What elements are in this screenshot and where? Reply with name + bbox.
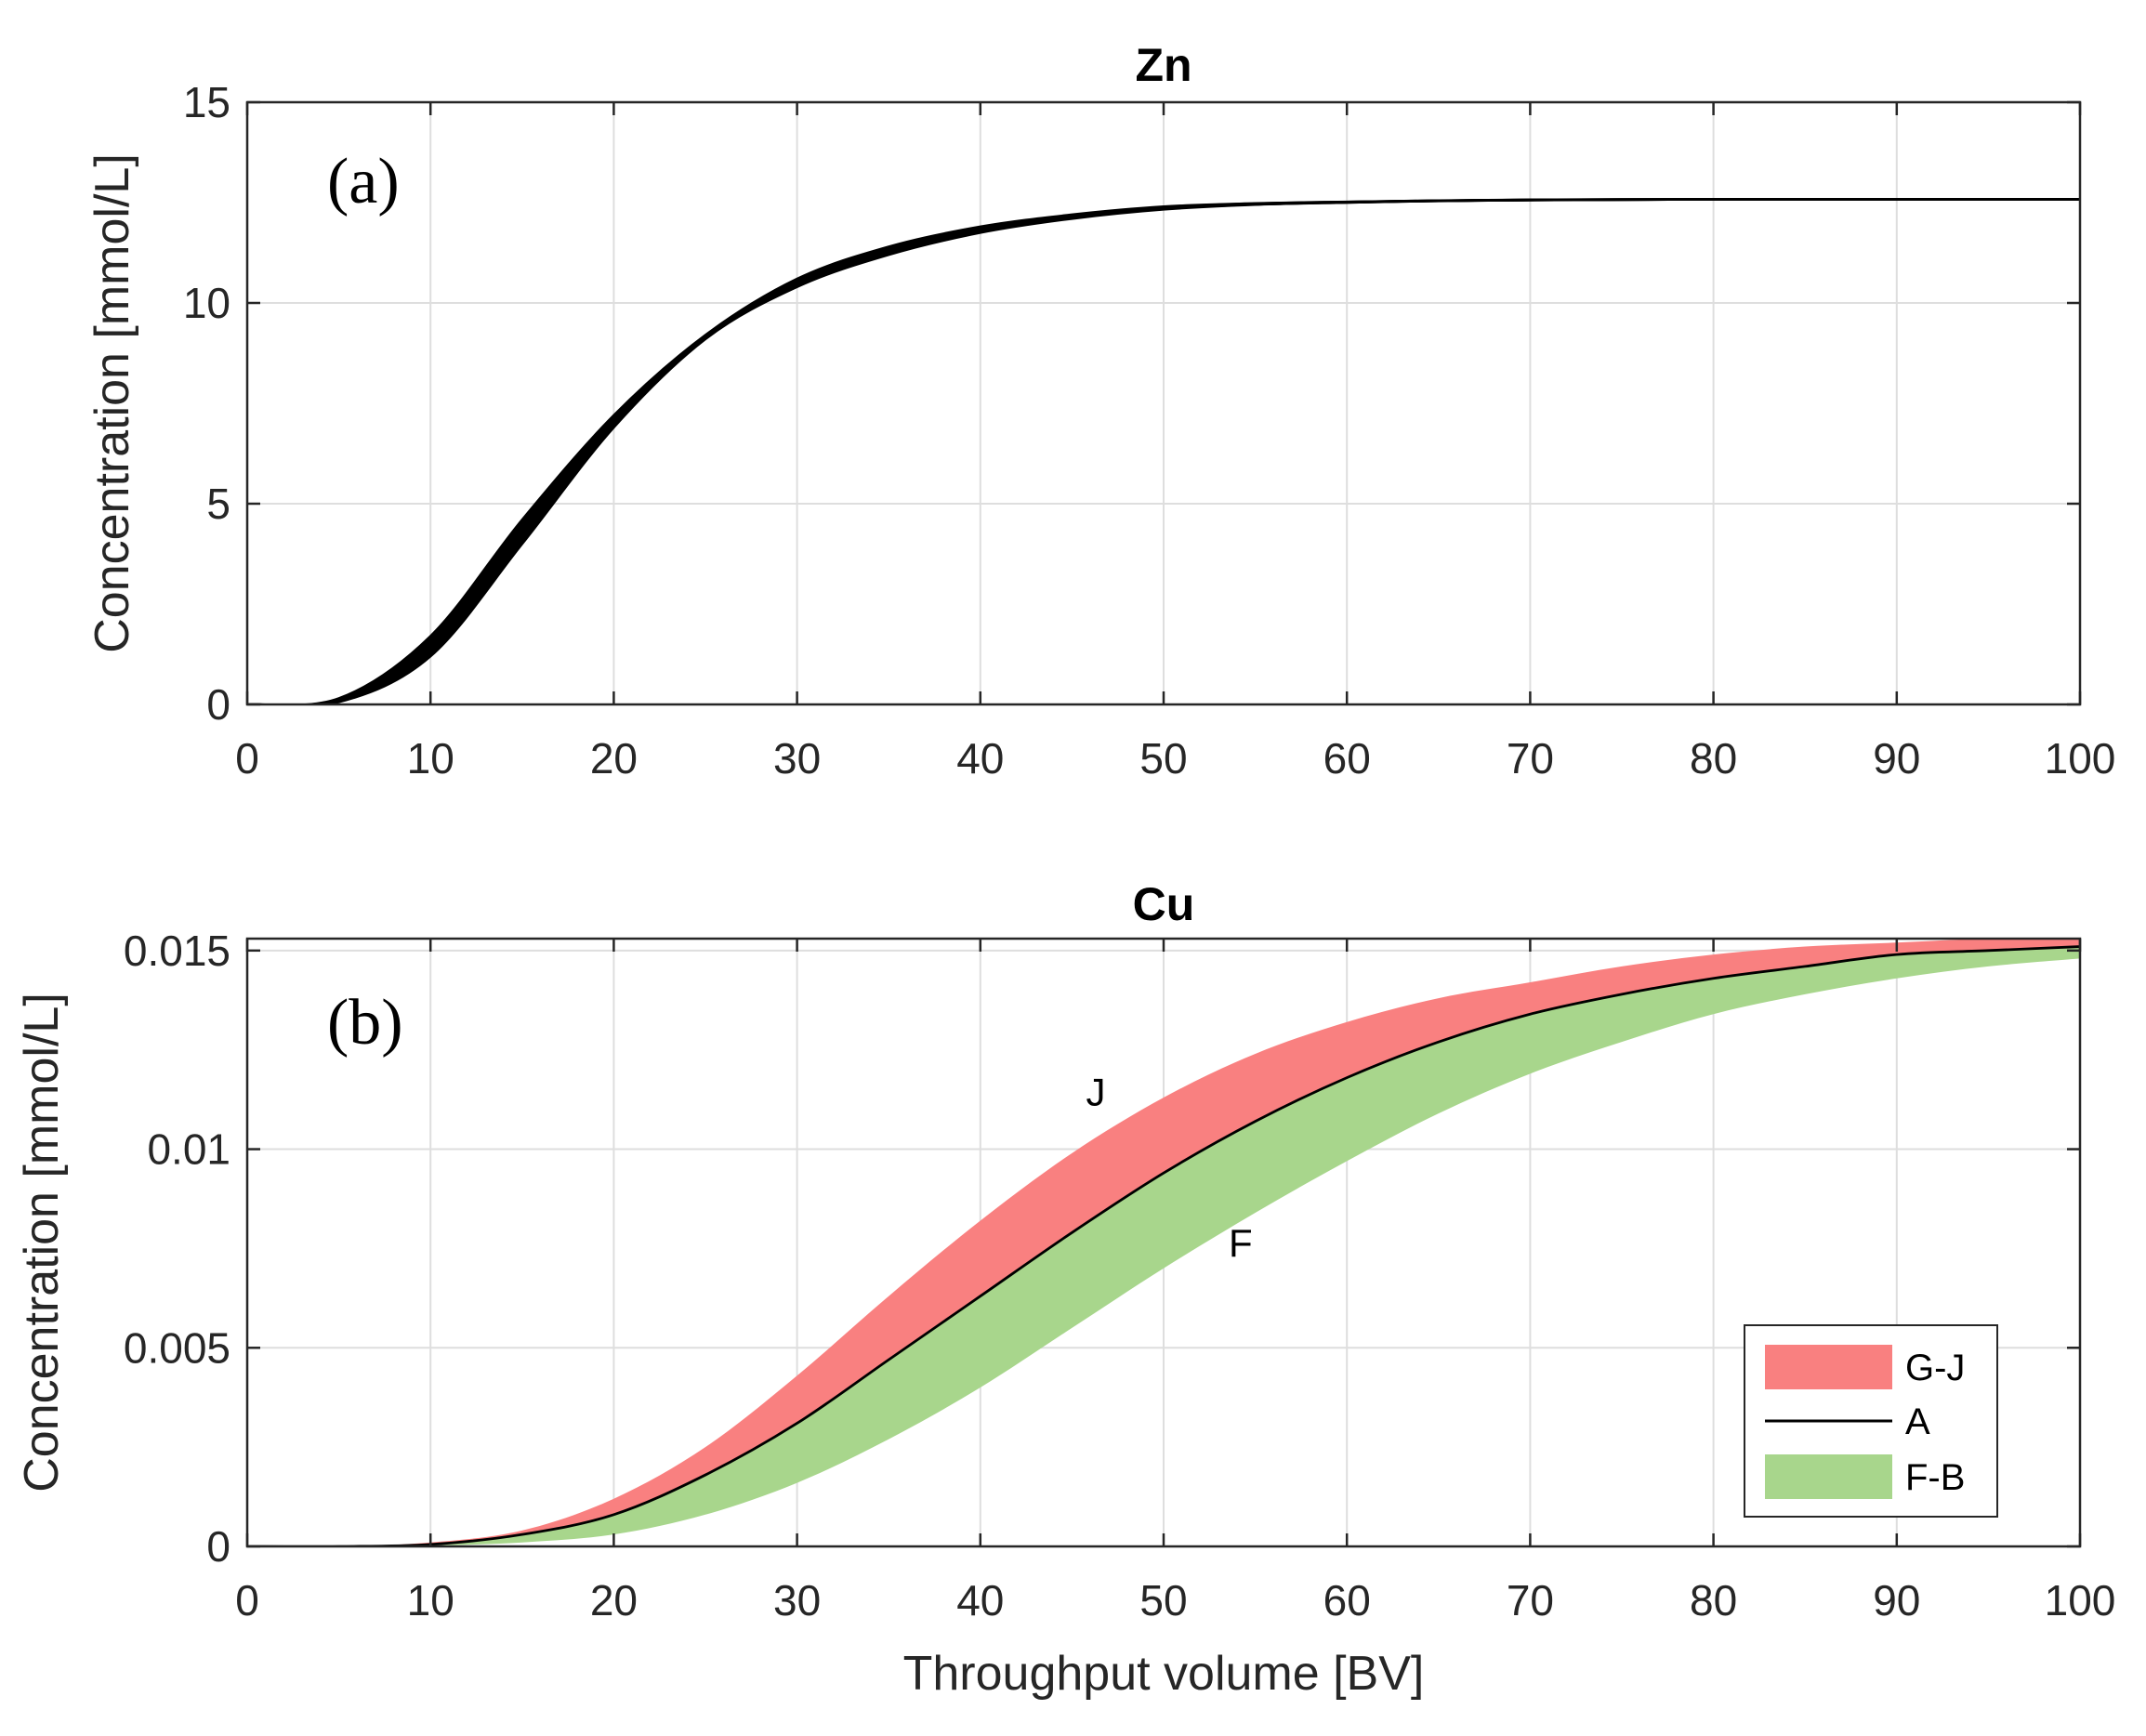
x-tick-label: 80 xyxy=(1690,1576,1737,1624)
y-tick-label: 5 xyxy=(206,480,230,528)
x-tick-label: 20 xyxy=(590,734,638,783)
line-a xyxy=(247,945,2080,1546)
x-tick-label: 90 xyxy=(1873,1576,1920,1624)
x-tick-label: 40 xyxy=(956,734,1004,783)
y-tick-label: 0.01 xyxy=(147,1125,230,1174)
x-tick-label: 90 xyxy=(1873,734,1920,783)
y-tick-label: 15 xyxy=(183,78,230,126)
x-tick-label: 70 xyxy=(1507,1576,1554,1624)
x-tick-label: 30 xyxy=(773,734,821,783)
panel-a-zn-chart: 0 10 20 30 40 50 60 70 80 90 100 0 5 10 15 Zn (a) Concent… xyxy=(86,39,2115,783)
ticks: 0 10 20 30 40 50 60 70 80 90 100 0 0.005 0.01 0.015 xyxy=(124,927,2116,1624)
legend-swatch-g-j xyxy=(1765,1345,1892,1389)
band-f-b xyxy=(247,946,2080,1546)
x-tick-label: 0 xyxy=(235,734,259,783)
x-tick-label: 60 xyxy=(1323,734,1371,783)
x-tick-label: 20 xyxy=(590,1576,638,1624)
panel-b-cu-chart: J F G-J A F-B 0 10 20 30 40 50 60 70 80 90 100 0 0.005 0.0… xyxy=(15,878,2115,1701)
x-tick-label: 30 xyxy=(773,1576,821,1624)
y-tick-label: 10 xyxy=(183,279,230,327)
annotation-j: J xyxy=(1086,1071,1106,1114)
y-tick-label: 0.015 xyxy=(124,927,230,975)
legend-label-f-b: F-B xyxy=(1905,1457,1965,1498)
legend-label-a: A xyxy=(1905,1401,1930,1442)
y-axis-label: Concentration [mmol/L] xyxy=(86,153,139,653)
x-tick-label: 60 xyxy=(1323,1576,1371,1624)
chart-title: Cu xyxy=(1133,878,1195,930)
y-tick-label: 0.005 xyxy=(124,1323,230,1372)
zn-curve xyxy=(247,198,2080,704)
legend: G-J A F-B xyxy=(1744,1324,1998,1518)
x-tick-label: 10 xyxy=(407,1576,454,1624)
legend-label-g-j: G-J xyxy=(1905,1348,1965,1388)
x-tick-label: 40 xyxy=(956,1576,1004,1624)
x-tick-label: 100 xyxy=(2045,1576,2116,1624)
ticks: 0 10 20 30 40 50 60 70 80 90 100 0 5 10 15 xyxy=(183,78,2116,783)
y-axis-label: Concentration [mmol/L] xyxy=(15,993,69,1493)
series-group xyxy=(247,198,2080,704)
x-tick-label: 100 xyxy=(2045,734,2116,783)
legend-swatch-f-b xyxy=(1765,1454,1892,1499)
y-tick-label: 0 xyxy=(206,680,230,729)
y-tick-label: 0 xyxy=(206,1522,230,1571)
series-group xyxy=(247,939,2080,1546)
x-tick-label: 50 xyxy=(1139,1576,1187,1624)
annotation-f: F xyxy=(1229,1221,1253,1265)
x-tick-label: 80 xyxy=(1690,734,1737,783)
x-tick-label: 70 xyxy=(1507,734,1554,783)
x-tick-label: 10 xyxy=(407,734,454,783)
chart-title: Zn xyxy=(1135,39,1191,91)
panel-label: (a) xyxy=(327,146,400,217)
panel-label: (b) xyxy=(327,987,403,1059)
x-tick-label: 0 xyxy=(235,1576,259,1624)
x-tick-label: 50 xyxy=(1139,734,1187,783)
x-axis-label: Throughput volume [BV] xyxy=(903,1647,1425,1701)
